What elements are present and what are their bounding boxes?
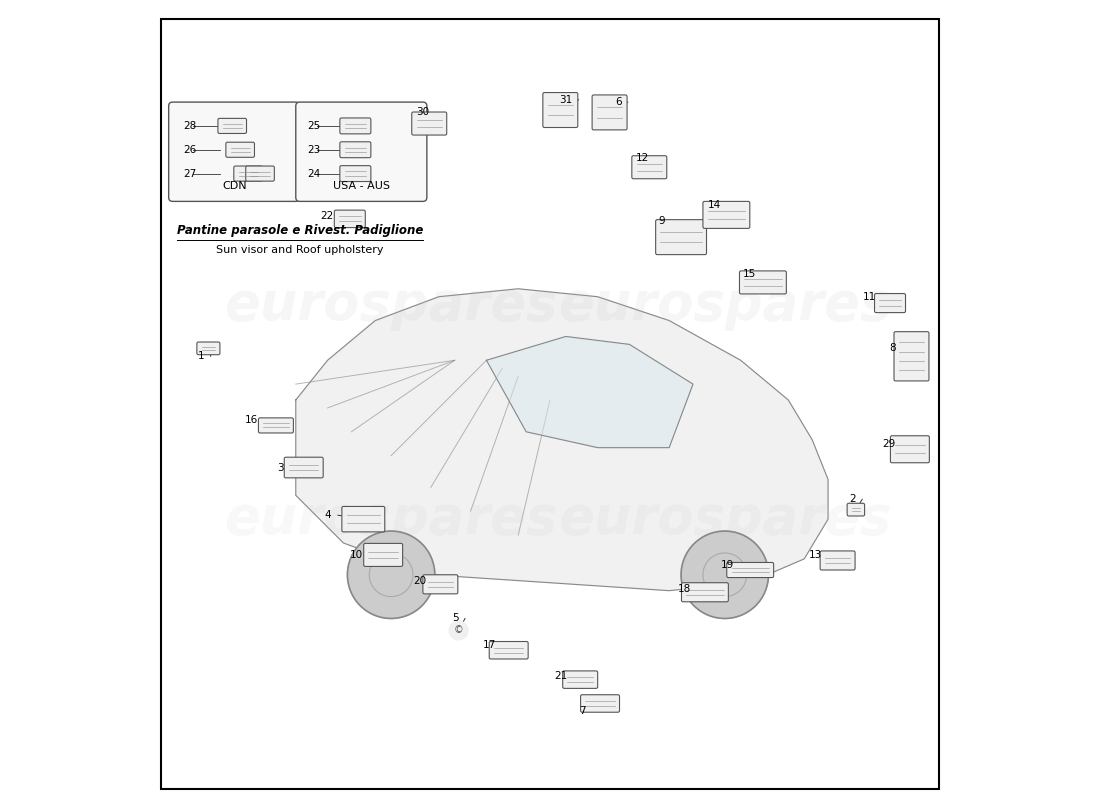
FancyBboxPatch shape xyxy=(581,694,619,712)
Text: 5: 5 xyxy=(452,614,459,623)
FancyBboxPatch shape xyxy=(284,457,323,478)
Text: 27: 27 xyxy=(183,169,196,178)
Text: 29: 29 xyxy=(882,438,895,449)
Text: 12: 12 xyxy=(636,153,649,162)
FancyBboxPatch shape xyxy=(334,210,365,228)
FancyBboxPatch shape xyxy=(340,166,371,182)
Text: 23: 23 xyxy=(308,145,321,154)
FancyBboxPatch shape xyxy=(727,562,773,578)
FancyBboxPatch shape xyxy=(234,166,263,181)
Text: 20: 20 xyxy=(414,576,427,586)
Text: 9: 9 xyxy=(659,216,666,226)
Text: 16: 16 xyxy=(245,415,258,425)
Text: 11: 11 xyxy=(862,292,876,302)
FancyBboxPatch shape xyxy=(890,436,930,462)
Text: USA - AUS: USA - AUS xyxy=(333,181,390,191)
Text: eurospares: eurospares xyxy=(558,278,891,330)
Text: 19: 19 xyxy=(722,560,735,570)
Text: 8: 8 xyxy=(889,343,895,354)
Text: 24: 24 xyxy=(308,169,321,178)
FancyBboxPatch shape xyxy=(656,220,706,254)
Text: eurospares: eurospares xyxy=(224,493,558,545)
Text: 14: 14 xyxy=(707,200,721,210)
FancyBboxPatch shape xyxy=(364,543,403,566)
Text: 2: 2 xyxy=(849,494,856,504)
FancyBboxPatch shape xyxy=(422,574,458,594)
FancyBboxPatch shape xyxy=(631,156,667,178)
FancyBboxPatch shape xyxy=(592,95,627,130)
Text: ©: © xyxy=(454,626,463,635)
FancyBboxPatch shape xyxy=(218,118,246,134)
Text: 6: 6 xyxy=(615,97,622,107)
Text: 30: 30 xyxy=(416,107,429,118)
FancyBboxPatch shape xyxy=(739,271,786,294)
FancyBboxPatch shape xyxy=(894,332,928,381)
FancyBboxPatch shape xyxy=(703,202,750,229)
Text: 3: 3 xyxy=(277,462,284,473)
Text: 21: 21 xyxy=(554,671,568,682)
FancyBboxPatch shape xyxy=(411,112,447,135)
FancyBboxPatch shape xyxy=(258,418,294,433)
Text: Sun visor and Roof upholstery: Sun visor and Roof upholstery xyxy=(216,245,384,255)
FancyBboxPatch shape xyxy=(821,551,855,570)
Text: 22: 22 xyxy=(321,210,334,221)
FancyBboxPatch shape xyxy=(340,142,371,158)
FancyBboxPatch shape xyxy=(682,582,728,602)
Text: 4: 4 xyxy=(324,510,331,520)
Text: 28: 28 xyxy=(183,121,196,131)
Text: 17: 17 xyxy=(483,640,496,650)
FancyBboxPatch shape xyxy=(245,166,274,181)
FancyBboxPatch shape xyxy=(296,102,427,202)
Circle shape xyxy=(449,621,469,640)
Polygon shape xyxy=(296,289,828,590)
Text: 25: 25 xyxy=(308,121,321,131)
Circle shape xyxy=(348,531,435,618)
Text: Pantine parasole e Rivest. Padiglione: Pantine parasole e Rivest. Padiglione xyxy=(177,224,422,237)
FancyBboxPatch shape xyxy=(342,506,385,532)
FancyBboxPatch shape xyxy=(874,294,905,313)
Text: 13: 13 xyxy=(808,550,822,560)
Circle shape xyxy=(681,531,769,618)
Text: eurospares: eurospares xyxy=(224,278,558,330)
Text: 1: 1 xyxy=(198,351,205,362)
FancyBboxPatch shape xyxy=(226,142,254,158)
Text: 18: 18 xyxy=(679,584,692,594)
Text: CDN: CDN xyxy=(222,181,246,191)
FancyBboxPatch shape xyxy=(563,671,597,688)
FancyBboxPatch shape xyxy=(197,342,220,354)
Text: 15: 15 xyxy=(744,270,757,279)
FancyBboxPatch shape xyxy=(543,93,578,127)
Polygon shape xyxy=(486,337,693,448)
Text: 26: 26 xyxy=(183,145,196,154)
Text: 10: 10 xyxy=(350,550,363,560)
FancyBboxPatch shape xyxy=(168,102,300,202)
Text: 7: 7 xyxy=(579,706,586,717)
FancyBboxPatch shape xyxy=(490,642,528,659)
FancyBboxPatch shape xyxy=(340,118,371,134)
Text: 31: 31 xyxy=(559,94,572,105)
Text: eurospares: eurospares xyxy=(558,493,891,545)
FancyBboxPatch shape xyxy=(847,503,865,516)
